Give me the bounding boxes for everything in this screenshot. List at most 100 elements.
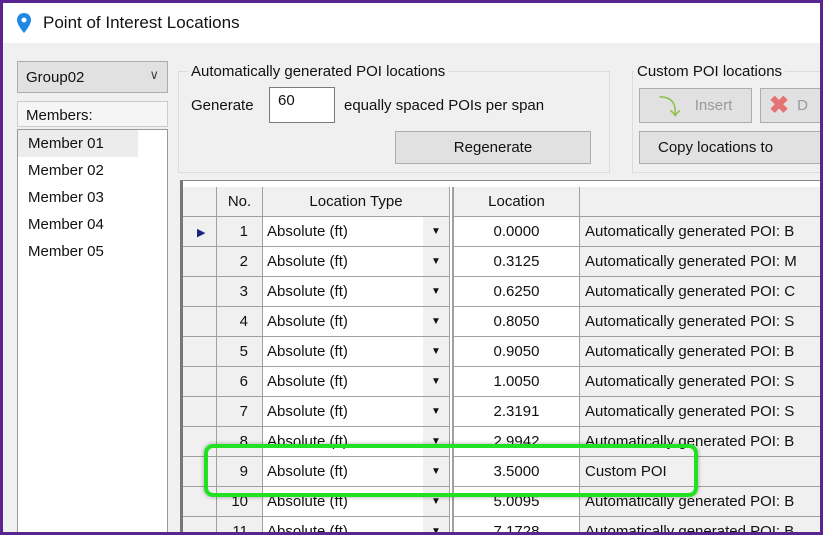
window-title: Point of Interest Locations	[43, 13, 240, 32]
row-selector[interactable]	[183, 367, 217, 397]
location-value[interactable]: 5.0095	[452, 487, 580, 517]
location-type-select[interactable]: Absolute (ft) ▼	[263, 277, 450, 307]
description-value[interactable]: Automatically generated POI: B	[580, 427, 820, 457]
row-selector[interactable]	[183, 277, 217, 307]
row-number: 10	[217, 487, 263, 517]
delete-label: D	[797, 97, 808, 114]
dropdown-arrow-icon[interactable]: ▼	[423, 457, 449, 486]
group-select-value: Group02	[26, 68, 85, 86]
row-selector[interactable]	[183, 457, 217, 487]
dropdown-arrow-icon[interactable]: ▼	[423, 487, 449, 516]
member-item[interactable]: Member 01	[18, 130, 138, 157]
delete-button[interactable]: ✖ D	[760, 88, 820, 123]
poi-grid[interactable]: No. Location Type Location ▶ 1 Absolute (ft) ▼…	[180, 180, 820, 532]
row-number: 11	[217, 517, 263, 532]
location-type-value: Absolute (ft)	[267, 253, 348, 270]
location-type-value: Absolute (ft)	[267, 283, 348, 300]
description-value[interactable]: Automatically generated POI: S	[580, 397, 820, 427]
location-type-value: Absolute (ft)	[267, 223, 348, 240]
row-number: 6	[217, 367, 263, 397]
custom-poi-highlight	[204, 444, 698, 497]
row-selector[interactable]	[183, 307, 217, 337]
dropdown-arrow-icon[interactable]: ▼	[423, 367, 449, 396]
row-number: 1	[217, 217, 263, 247]
description-value[interactable]: Automatically generated POI: B	[580, 337, 820, 367]
delete-x-icon: ✖	[769, 92, 790, 119]
location-value[interactable]: 0.8050	[452, 307, 580, 337]
dropdown-arrow-icon[interactable]: ▼	[423, 277, 449, 306]
location-value[interactable]: 0.0000	[452, 217, 580, 247]
header-no: No.	[217, 187, 263, 217]
location-type-select[interactable]: Absolute (ft) ▼	[263, 367, 450, 397]
description-value[interactable]: Automatically generated POI: B	[580, 217, 820, 247]
location-value[interactable]: 7.1728	[452, 517, 580, 532]
location-value[interactable]: 0.3125	[452, 247, 580, 277]
row-selector[interactable]: ▶	[183, 217, 217, 247]
insert-arrow-icon: ⤵	[658, 94, 681, 120]
row-number: 7	[217, 397, 263, 427]
location-value[interactable]: 0.9050	[452, 337, 580, 367]
location-value[interactable]: 3.5000	[452, 457, 580, 487]
generate-suffix: equally spaced POIs per span	[344, 97, 545, 114]
row-number: 3	[217, 277, 263, 307]
description-value[interactable]: Automatically generated POI: C	[580, 277, 820, 307]
member-item[interactable]: Member 04	[28, 216, 104, 233]
insert-label: Insert	[694, 97, 733, 114]
chevron-down-icon: ∨	[149, 67, 159, 82]
description-value[interactable]: Custom POI	[580, 457, 820, 487]
location-type-select[interactable]: Absolute (ft) ▼	[263, 337, 450, 367]
location-value[interactable]: 0.6250	[452, 277, 580, 307]
corner-header	[183, 187, 217, 217]
row-selector[interactable]	[183, 517, 217, 532]
location-type-select[interactable]: Absolute (ft) ▼	[263, 307, 450, 337]
row-number: 9	[217, 457, 263, 487]
dropdown-arrow-icon[interactable]: ▼	[423, 307, 449, 336]
location-type-value: Absolute (ft)	[267, 463, 348, 480]
insert-button[interactable]: ⤵ Insert	[639, 88, 752, 123]
description-value[interactable]: Automatically generated POI: M	[580, 247, 820, 277]
header-description	[580, 187, 820, 217]
row-number: 2	[217, 247, 263, 277]
members-list[interactable]: Member 01 Member 02 Member 03 Member 04 Memb…	[17, 129, 168, 532]
group-select[interactable]: Group02 ∨	[17, 61, 168, 93]
location-type-select[interactable]: Absolute (ft) ▼	[263, 427, 450, 457]
row-selector[interactable]	[183, 397, 217, 427]
location-type-select[interactable]: Absolute (ft) ▼	[263, 247, 450, 277]
dropdown-arrow-icon[interactable]: ▼	[423, 517, 449, 532]
description-value[interactable]: Automatically generated POI: S	[580, 307, 820, 337]
row-number: 5	[217, 337, 263, 367]
dropdown-arrow-icon[interactable]: ▼	[423, 427, 449, 456]
title-bar: Point of Interest Locations	[3, 3, 820, 43]
dropdown-arrow-icon[interactable]: ▼	[423, 217, 449, 246]
poi-count-input[interactable]: 60	[269, 87, 335, 123]
member-item[interactable]: Member 05	[28, 243, 104, 260]
dropdown-arrow-icon[interactable]: ▼	[423, 247, 449, 276]
row-number: 4	[217, 307, 263, 337]
auto-poi-legend: Automatically generated POI locations	[188, 63, 449, 80]
description-value[interactable]: Automatically generated POI: B	[580, 487, 820, 517]
member-item[interactable]: Member 02	[28, 162, 104, 179]
location-type-select[interactable]: Absolute (ft) ▼	[263, 517, 450, 532]
dropdown-arrow-icon[interactable]: ▼	[423, 337, 449, 366]
custom-poi-legend: Custom POI locations	[634, 63, 786, 80]
location-type-value: Absolute (ft)	[267, 343, 348, 360]
location-type-select[interactable]: Absolute (ft) ▼	[263, 397, 450, 427]
location-type-value: Absolute (ft)	[267, 523, 348, 532]
location-type-select[interactable]: Absolute (ft) ▼	[263, 457, 450, 487]
dropdown-arrow-icon[interactable]: ▼	[423, 397, 449, 426]
row-selector[interactable]	[183, 247, 217, 277]
copy-locations-button[interactable]: Copy locations to	[639, 131, 820, 164]
location-value[interactable]: 1.0050	[452, 367, 580, 397]
description-value[interactable]: Automatically generated POI: B	[580, 517, 820, 532]
regenerate-button[interactable]: Regenerate	[395, 131, 591, 164]
row-selector[interactable]	[183, 337, 217, 367]
location-value[interactable]: 2.3191	[452, 397, 580, 427]
description-value[interactable]: Automatically generated POI: S	[580, 367, 820, 397]
member-item[interactable]: Member 03	[28, 189, 104, 206]
location-type-select[interactable]: Absolute (ft) ▼	[263, 487, 450, 517]
header-location: Location	[452, 187, 580, 217]
poi-window: Point of Interest Locations Group02 ∨ Mem…	[3, 3, 820, 532]
header-location-type: Location Type	[263, 187, 450, 217]
map-pin-icon	[17, 13, 31, 33]
location-type-select[interactable]: Absolute (ft) ▼	[263, 217, 450, 247]
